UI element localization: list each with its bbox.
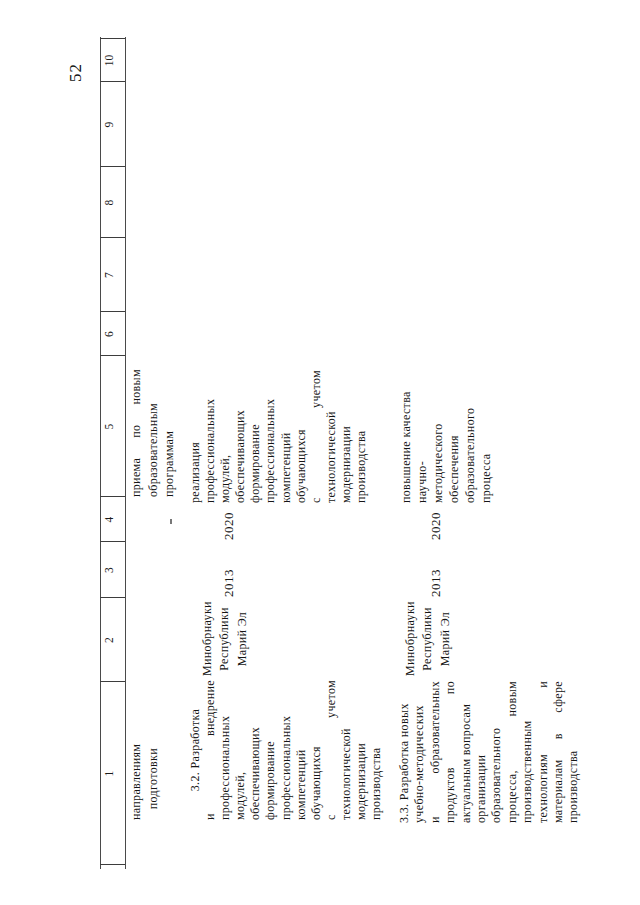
table-header-bottom-border — [125, 37, 126, 869]
cell-cont-activity: направлениямподготовки — [128, 748, 163, 820]
scan-artifact — [170, 519, 172, 524]
cell-3-3-activity: 3.3. Разработка новыхучебно-методических… — [397, 681, 582, 823]
col-header-8: 8 — [103, 167, 115, 238]
rotated-landscape-content: 52 1 2 3 4 5 6 7 8 9 10 направлениямподг… — [0, 0, 640, 905]
cell-3-2-start-year: 2013 — [221, 555, 237, 611]
col-header-2: 2 — [103, 598, 115, 682]
table-header-top-border — [100, 37, 101, 869]
col-header-6: 6 — [103, 312, 115, 356]
cell-3-3-end-year: 2020 — [428, 498, 444, 554]
cell-cont-expected-result: приемапоновымобразовательнымпрограммам — [128, 369, 178, 497]
cell-3-3-executor: МинобрнаукиРеспубликиМарий Эл — [402, 602, 454, 676]
cell-3-3-start-year: 2013 — [428, 555, 444, 611]
col-header-10: 10 — [103, 39, 115, 82]
page-number: 52 — [66, 63, 86, 82]
col-header-5: 5 — [103, 356, 115, 497]
cell-3-2-activity: 3.2. Разработкаивнедрениепрофессиональны… — [188, 680, 384, 820]
cell-3-2-end-year: 2020 — [221, 498, 237, 554]
cell-3-3-expected-result: повышение качестванаучно-методическогооб… — [398, 373, 494, 503]
col-header-1: 1 — [103, 682, 115, 865]
col-header-3: 3 — [103, 542, 115, 598]
col-header-9: 9 — [103, 82, 115, 167]
cell-3-2-expected-result: реализацияпрофессиональныхмодулей,обеспе… — [188, 370, 369, 503]
col-header-4: 4 — [103, 497, 115, 542]
cell-3-2-executor: МинобрнаукиРеспубликиМарий Эл — [199, 602, 251, 676]
scanned-document-page: 52 1 2 3 4 5 6 7 8 9 10 направлениямподг… — [0, 0, 640, 905]
col-header-7: 7 — [103, 238, 115, 312]
